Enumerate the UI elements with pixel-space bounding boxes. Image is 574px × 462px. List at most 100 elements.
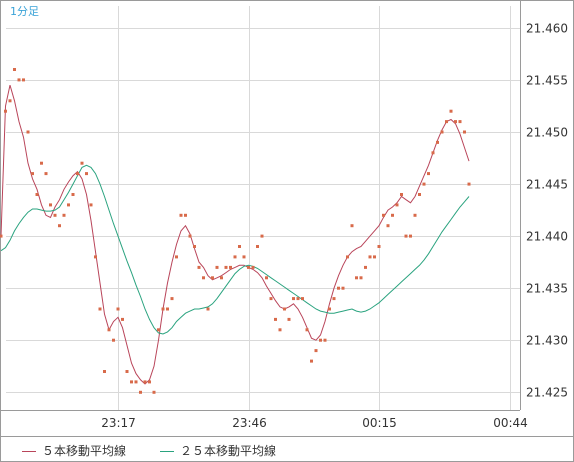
price-point <box>49 203 52 207</box>
price-point <box>445 120 448 124</box>
price-point <box>296 297 300 301</box>
price-point <box>278 328 282 332</box>
price-point <box>373 255 376 259</box>
price-point <box>85 172 88 176</box>
price-point <box>220 276 223 280</box>
price-point <box>62 213 66 217</box>
price-point <box>287 317 291 321</box>
price-point <box>337 286 340 290</box>
price-point <box>53 213 57 217</box>
price-point <box>139 390 142 394</box>
price-point <box>260 234 264 238</box>
price-point <box>283 307 286 311</box>
price-point <box>463 130 466 134</box>
price-point <box>76 172 79 176</box>
price-point <box>125 370 129 373</box>
legend-item-ma25: ２５本移動平均線 <box>160 442 276 459</box>
price-point <box>157 328 160 332</box>
x-tick-label: 23:46 <box>232 416 267 430</box>
price-point <box>211 276 214 280</box>
price-point <box>314 349 318 353</box>
price-point <box>355 276 358 280</box>
price-point <box>193 245 196 248</box>
price-point <box>67 203 70 207</box>
price-point <box>121 317 124 321</box>
price-point <box>98 307 102 311</box>
price-point <box>202 276 205 280</box>
price-point <box>103 370 106 373</box>
price-point <box>116 307 120 311</box>
price-point <box>89 203 93 207</box>
price-point <box>346 255 349 259</box>
price-point <box>454 120 457 124</box>
price-point <box>238 245 241 248</box>
price-point <box>431 151 435 155</box>
price-point <box>233 255 237 259</box>
price-point <box>256 245 259 248</box>
legend-item-ma5: ５本移動平均線 <box>22 442 126 459</box>
price-point <box>391 213 394 217</box>
price-point <box>418 193 421 196</box>
price-point <box>35 193 39 196</box>
price-point <box>112 338 115 342</box>
y-tick-label: 21.445 <box>526 178 568 192</box>
legend-swatch-ma5 <box>22 451 36 452</box>
y-tick-label: 21.440 <box>526 230 568 244</box>
y-tick-label: 21.460 <box>526 22 568 36</box>
timeframe-label: 1分足 <box>10 5 39 18</box>
price-point <box>409 234 412 238</box>
price-point <box>148 380 151 384</box>
x-tick-label: 00:44 <box>493 416 528 430</box>
price-point <box>332 297 336 301</box>
y-tick-label: 21.430 <box>526 334 568 348</box>
legend-swatch-ma25 <box>160 451 174 452</box>
price-point <box>449 109 453 113</box>
price-point <box>71 193 75 196</box>
price-point <box>184 213 187 217</box>
price-point <box>143 380 147 384</box>
price-point <box>328 307 331 311</box>
price-point <box>215 265 219 269</box>
x-tick-label: 23:17 <box>101 416 136 430</box>
price-point <box>179 213 183 217</box>
x-tick-label: 00:15 <box>362 416 397 430</box>
price-point <box>134 380 138 384</box>
price-point <box>94 255 97 259</box>
price-point <box>364 265 367 269</box>
price-point <box>427 172 430 176</box>
price-point <box>8 99 12 103</box>
price-point <box>269 297 273 301</box>
y-tick-label: 21.455 <box>526 74 568 88</box>
price-point <box>13 68 16 71</box>
price-point <box>440 130 444 134</box>
price-point <box>58 224 61 228</box>
price-point <box>152 390 156 394</box>
price-point <box>4 109 7 113</box>
price-point <box>197 265 201 269</box>
price-point <box>130 380 133 384</box>
price-point <box>274 317 277 321</box>
price-point <box>175 255 178 259</box>
legend-label-ma5: ５本移動平均線 <box>42 444 127 458</box>
price-point <box>377 245 381 248</box>
price-point <box>0 234 3 238</box>
ma25-line <box>0 164 470 335</box>
price-point <box>458 120 462 124</box>
ma5-line <box>0 84 470 385</box>
price-point <box>359 276 363 280</box>
price-point <box>368 255 372 259</box>
price-point <box>40 161 43 165</box>
price-point <box>422 182 426 186</box>
price-point <box>26 130 30 134</box>
price-point <box>107 328 111 332</box>
price-point <box>161 307 165 311</box>
price-point <box>400 193 403 196</box>
price-point <box>166 307 169 311</box>
price-point <box>44 172 48 176</box>
price-point <box>310 359 313 363</box>
price-point <box>170 297 174 301</box>
price-point <box>467 182 471 186</box>
price-point <box>413 213 417 217</box>
price-point <box>301 297 304 301</box>
price-point <box>229 265 232 269</box>
